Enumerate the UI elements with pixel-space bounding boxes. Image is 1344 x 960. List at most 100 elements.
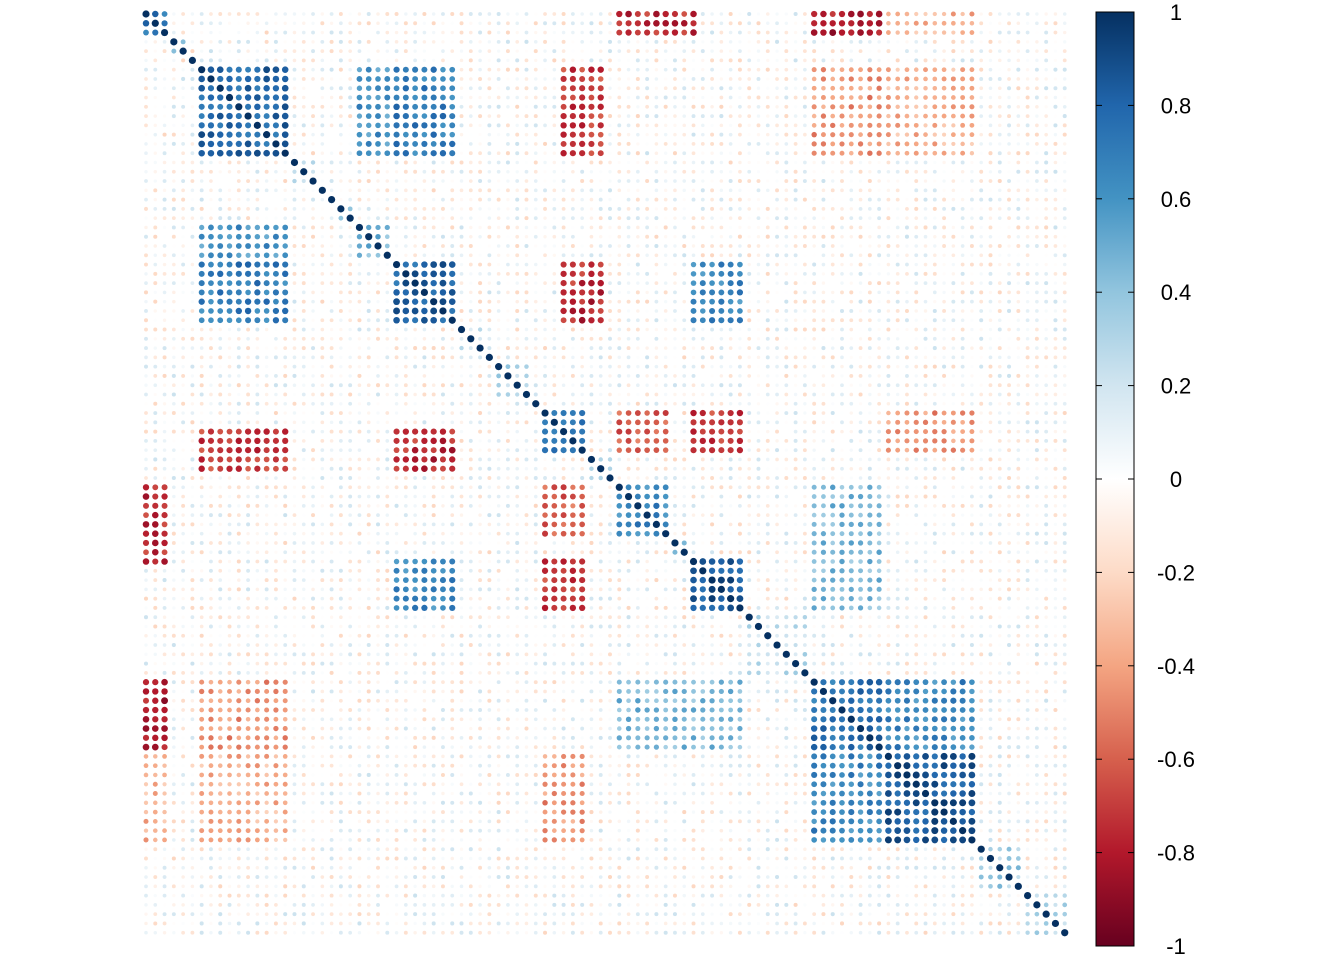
corr-cell [904,401,909,406]
corr-cell [1044,30,1049,35]
corr-cell [617,179,622,183]
corr-cell [162,49,167,54]
corr-cell [857,141,864,147]
corr-cell [766,244,770,248]
corr-cell [969,410,975,416]
corr-cell [274,336,278,341]
corr-cell [487,114,492,118]
corr-cell [432,244,436,248]
corr-cell [477,327,483,332]
corr-cell [1025,234,1030,239]
corr-cell [384,94,391,101]
corr-cell [858,429,863,434]
corr-cell [199,392,204,397]
corr-cell [811,150,817,156]
corr-cell [645,401,650,406]
corr-cell [207,270,215,277]
corr-cell [421,456,428,463]
corr-cell [274,12,278,16]
corr-cell [729,355,733,359]
corr-cell [199,373,204,378]
corr-cell [440,234,445,239]
corr-cell [561,12,566,16]
corr-cell [589,12,594,16]
corr-cell [998,21,1002,25]
corr-cell [691,86,696,91]
corr-cell [552,383,557,388]
corr-cell [793,466,798,471]
corr-cell [589,179,594,183]
corr-cell [515,234,520,239]
corr-cell [171,281,176,286]
corr-cell [923,150,928,156]
corr-cell [515,429,519,434]
corr-cell [840,225,844,230]
corr-cell [421,261,428,268]
corr-cell [699,437,706,445]
corr-cell [634,11,641,17]
corr-cell [969,225,974,230]
corr-cell [357,457,362,462]
corr-cell [439,298,447,306]
corr-cell [960,235,965,239]
corr-cell [235,233,242,240]
corr-cell [877,272,881,276]
corr-cell [969,11,975,17]
corr-cell [329,216,334,220]
corr-cell [524,197,529,202]
corr-cell [821,448,826,452]
corr-cell [246,12,250,16]
corr-cell [988,262,993,267]
corr-cell [153,271,158,276]
corr-cell [709,280,715,286]
corr-cell [1044,401,1048,406]
corr-cell [450,401,455,406]
corr-cell [997,12,1002,16]
corr-cell [803,21,807,26]
corr-cell [450,374,454,378]
corr-cell [895,466,900,471]
corr-cell [766,429,770,434]
corr-cell [272,94,280,101]
corr-cell [348,383,353,388]
corr-cell [997,160,1002,165]
corr-cell [589,21,594,26]
corr-cell [329,105,334,109]
corr-cell [673,420,677,425]
corr-cell [1035,290,1039,295]
corr-cell [923,299,928,304]
corr-cell [421,85,428,92]
corr-cell [1053,309,1058,313]
corr-cell [840,429,844,434]
corr-cell [272,131,279,138]
corr-cell [357,402,362,406]
corr-cell [960,383,965,388]
corr-cell [932,327,937,332]
corr-cell [153,327,158,332]
corr-cell [393,456,400,463]
corr-cell [412,113,418,119]
corr-cell [635,216,640,221]
corr-cell [728,30,733,35]
corr-cell [588,76,595,82]
corr-cell [329,67,334,72]
corr-cell [543,355,547,360]
corr-cell [506,95,510,100]
corr-cell [691,244,696,248]
corr-cell [402,140,409,147]
corr-cell [821,40,826,44]
corr-cell [1053,438,1058,443]
corr-cell [727,447,734,454]
corr-cell [237,21,241,25]
corr-cell [840,401,844,406]
corr-cell [515,40,520,44]
corr-cell [422,327,427,332]
corr-cell [144,67,148,72]
corr-cell [848,104,854,110]
corr-cell [339,244,343,248]
corr-cell [441,253,445,258]
corr-cell [682,49,687,53]
corr-cell [849,401,854,406]
corr-cell [1044,58,1049,63]
corr-cell [216,84,224,92]
